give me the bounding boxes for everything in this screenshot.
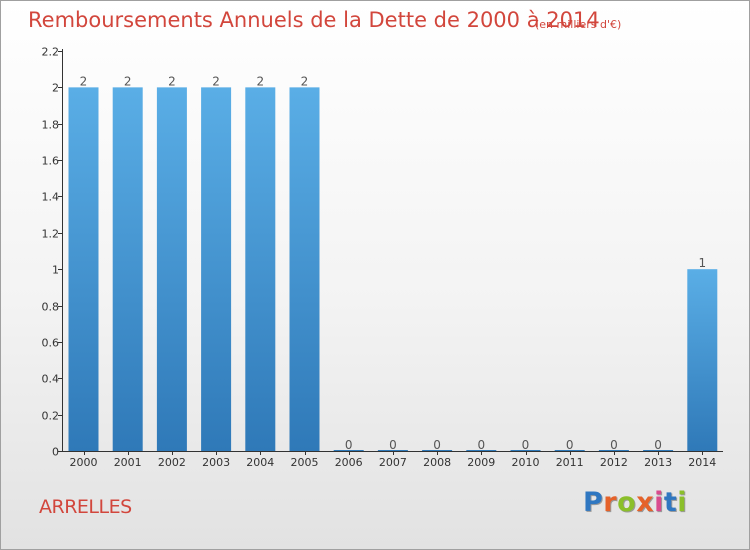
x-tick-label: 2005 [291,456,319,469]
y-tick-label: 0 [52,446,59,459]
logo-letter: o [617,487,637,518]
data-label: 2 [212,74,220,88]
data-label: 2 [168,74,176,88]
x-tick-label: 2011 [556,456,584,469]
data-labels: 2 2 2 2 2 2 0 0 0 0 0 0 0 0 1 [80,74,706,452]
x-tick-label: 2012 [600,456,628,469]
y-tick-label: 1 [52,264,59,277]
bar [333,450,364,451]
data-label: 2 [256,74,264,88]
y-tick-label: 1.4 [42,191,60,204]
x-tick-label: 2007 [379,456,407,469]
bar [156,87,187,451]
bar [245,87,276,451]
chart-title: Remboursements Annuels de la Dette de 20… [28,8,600,32]
bar [422,450,453,451]
x-tick-label: 2010 [512,456,540,469]
logo-letter: t [663,487,678,518]
y-tick-label: 1.6 [42,155,60,168]
x-tick-label: 2013 [644,456,672,469]
data-label: 0 [389,438,397,452]
x-tick-label: 2002 [158,456,186,469]
bar [377,450,408,451]
data-label: 0 [345,438,353,452]
data-label: 0 [433,438,441,452]
commune-name: ARRELLES [39,496,132,518]
bar [201,87,232,451]
bar [289,87,320,451]
x-tick-label: 2006 [335,456,363,469]
bar [687,269,718,451]
y-tick-label: 2.2 [42,46,60,59]
bar [598,450,629,451]
bar [68,87,99,451]
y-tick-label: 2 [52,82,59,95]
bar [643,450,674,451]
x-tick-label: 2000 [70,456,98,469]
y-tick-label: 0.8 [42,301,60,314]
data-label: 2 [301,74,309,88]
bar [112,87,143,451]
logo-letter: r [603,487,618,518]
x-tick-label: 2008 [423,456,451,469]
data-label: 0 [610,438,618,452]
x-tick-label: 2001 [114,456,142,469]
data-label: 0 [477,438,485,452]
y-tick-label: 0.2 [42,410,60,423]
data-label: 1 [698,256,706,270]
bar-series [68,87,718,451]
bar [466,450,497,451]
y-tick-label: 0.6 [42,337,60,350]
logo-letter: P [583,487,604,518]
data-label: 0 [654,438,662,452]
data-label: 0 [522,438,530,452]
data-label: 0 [566,438,574,452]
bar [510,450,541,451]
data-label: 2 [124,74,132,88]
logo-letter: i [677,487,688,518]
logo-letter: i [654,487,664,518]
bar [554,450,585,451]
y-tick-label: 0.4 [42,373,60,386]
data-label: 2 [80,74,88,88]
logo-letter: x [636,487,655,518]
y-tick-label: 1.2 [42,228,60,241]
x-tick-label: 2009 [467,456,495,469]
x-tick-label: 2014 [688,456,716,469]
y-tick-label: 1.8 [42,119,60,132]
chart-unit: (en milliers d'€) [535,18,622,31]
x-tick-label: 2004 [246,456,274,469]
proxiti-logo: Proxiti [583,487,687,518]
x-tick-label: 2003 [202,456,230,469]
